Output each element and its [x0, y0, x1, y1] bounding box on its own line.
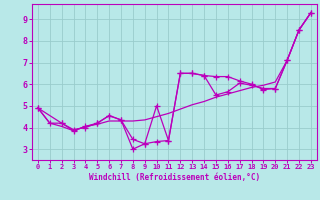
- X-axis label: Windchill (Refroidissement éolien,°C): Windchill (Refroidissement éolien,°C): [89, 173, 260, 182]
